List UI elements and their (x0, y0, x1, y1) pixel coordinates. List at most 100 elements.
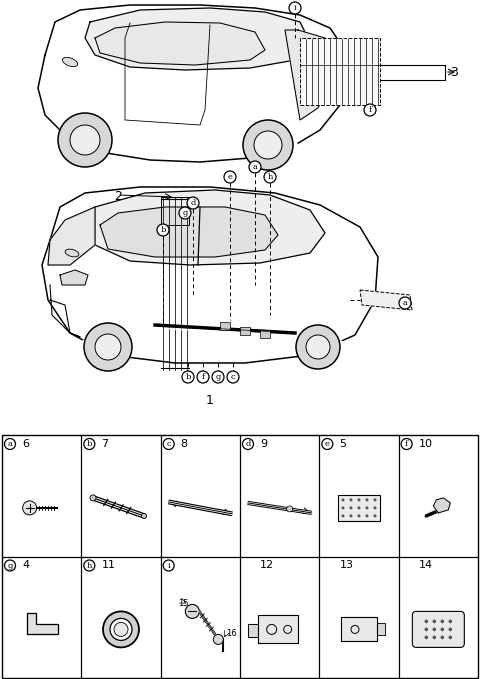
Ellipse shape (65, 249, 79, 257)
Polygon shape (360, 290, 412, 310)
Bar (2, 435, 478, 678)
Text: d: d (190, 199, 196, 207)
Text: 3: 3 (450, 65, 458, 79)
Circle shape (401, 439, 412, 449)
Circle shape (424, 620, 428, 623)
Polygon shape (48, 207, 95, 265)
Circle shape (84, 560, 95, 571)
Circle shape (448, 636, 452, 639)
Circle shape (399, 297, 411, 309)
Ellipse shape (54, 126, 116, 154)
Text: e: e (228, 173, 232, 181)
Polygon shape (27, 613, 58, 634)
Text: h: h (267, 173, 273, 181)
Text: 16: 16 (227, 629, 237, 638)
Circle shape (254, 131, 282, 159)
Ellipse shape (62, 57, 78, 67)
Circle shape (142, 513, 146, 518)
Bar (161, 197, 189, 225)
Text: a: a (252, 163, 257, 171)
Circle shape (90, 495, 96, 501)
Ellipse shape (239, 132, 297, 158)
Circle shape (185, 604, 199, 619)
Text: f: f (405, 440, 408, 448)
Circle shape (358, 498, 360, 501)
Circle shape (114, 623, 128, 636)
Circle shape (432, 620, 436, 623)
Text: 6: 6 (22, 439, 29, 449)
Text: a: a (8, 440, 12, 448)
Circle shape (373, 507, 376, 509)
Bar (338, 495, 380, 521)
Circle shape (365, 515, 369, 517)
Circle shape (424, 636, 428, 639)
Polygon shape (100, 207, 278, 257)
Bar (260, 330, 270, 338)
Circle shape (448, 627, 452, 631)
Circle shape (424, 627, 428, 631)
Circle shape (349, 507, 352, 509)
Circle shape (243, 120, 293, 170)
Circle shape (441, 627, 444, 631)
Circle shape (213, 634, 223, 644)
Ellipse shape (79, 335, 137, 359)
Circle shape (289, 2, 301, 14)
Circle shape (179, 207, 191, 219)
Text: 5: 5 (339, 439, 347, 449)
Circle shape (84, 323, 132, 371)
Text: 2: 2 (114, 190, 122, 203)
Circle shape (432, 636, 436, 639)
Ellipse shape (290, 336, 346, 358)
Text: f: f (202, 373, 204, 381)
Circle shape (110, 619, 132, 640)
Circle shape (242, 439, 253, 449)
Circle shape (227, 371, 239, 383)
Text: 12: 12 (260, 560, 274, 570)
Circle shape (322, 439, 333, 449)
Circle shape (103, 611, 139, 647)
Circle shape (365, 498, 369, 501)
Text: i: i (168, 562, 170, 570)
Polygon shape (38, 5, 348, 162)
Circle shape (341, 515, 345, 517)
Circle shape (287, 506, 293, 512)
Circle shape (432, 627, 436, 631)
Text: f: f (369, 106, 372, 114)
Circle shape (224, 171, 236, 183)
Text: 14: 14 (419, 560, 433, 570)
Text: d: d (245, 440, 251, 448)
Polygon shape (42, 187, 378, 363)
Polygon shape (285, 30, 335, 120)
Text: c: c (231, 373, 235, 381)
FancyBboxPatch shape (412, 611, 464, 647)
Circle shape (264, 171, 276, 183)
Text: g: g (182, 209, 188, 217)
Circle shape (212, 371, 224, 383)
Circle shape (373, 498, 376, 501)
Circle shape (58, 113, 112, 167)
Circle shape (296, 325, 340, 369)
Circle shape (4, 560, 15, 571)
Circle shape (358, 507, 360, 509)
Circle shape (358, 515, 360, 517)
Polygon shape (95, 22, 265, 65)
Circle shape (349, 498, 352, 501)
Polygon shape (60, 270, 88, 285)
Polygon shape (341, 617, 377, 642)
Circle shape (249, 161, 261, 173)
Circle shape (95, 334, 121, 360)
Text: b: b (185, 373, 191, 381)
Polygon shape (95, 190, 325, 265)
Circle shape (187, 197, 199, 209)
Circle shape (4, 439, 15, 449)
Text: e: e (325, 440, 330, 448)
Circle shape (341, 507, 345, 509)
Text: 10: 10 (419, 439, 432, 449)
Text: g: g (7, 562, 12, 570)
Circle shape (365, 507, 369, 509)
Circle shape (84, 439, 95, 449)
Text: 8: 8 (180, 439, 188, 449)
Text: a: a (403, 299, 408, 307)
Circle shape (306, 335, 330, 359)
Text: 7: 7 (101, 439, 108, 449)
